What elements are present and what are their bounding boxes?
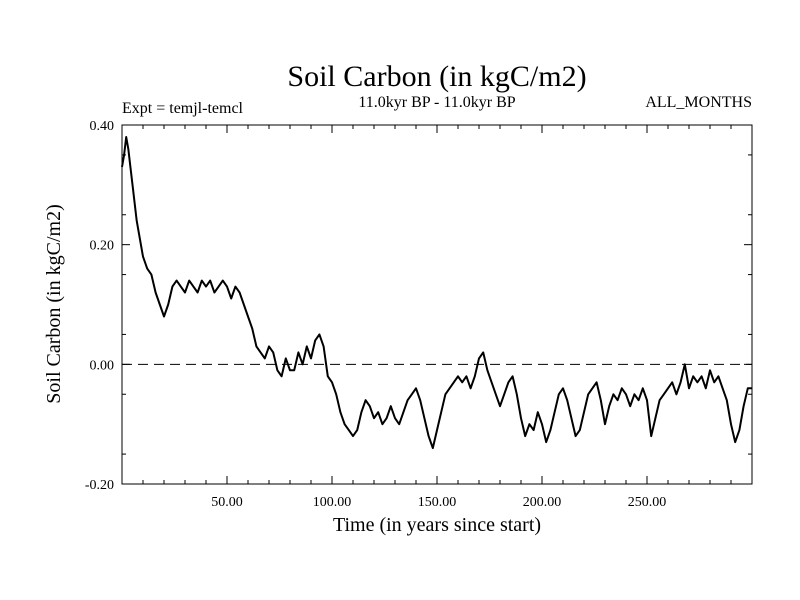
x-tick-label: 100.00 — [313, 495, 352, 510]
series-line-0 — [121, 136, 752, 450]
y-tick-label: 0.20 — [90, 239, 115, 254]
chart-subtitle-center: 11.0kyr BP - 11.0kyr BP — [358, 94, 515, 111]
y-tick-label: 0.00 — [90, 358, 115, 373]
x-tick-label: 50.00 — [211, 495, 243, 510]
chart-title: Soil Carbon (in kgC/m2) — [287, 60, 586, 93]
chart-subtitle-left: Expt = temjl-temcl — [122, 100, 244, 117]
x-axis-label: Time (in years since start) — [333, 514, 541, 536]
y-tick-label: 0.40 — [90, 119, 115, 134]
chart-subtitle-right: ALL_MONTHS — [645, 94, 752, 111]
y-axis-label: Soil Carbon (in kgC/m2) — [43, 204, 65, 403]
plot-area: 50.00 100.00 150.00 200.00 250.00 -0.20 0.00 0.… — [85, 119, 753, 510]
x-tick-label: 250.00 — [628, 495, 667, 510]
x-tick-label: 150.00 — [418, 495, 457, 510]
y-tick-label: -0.20 — [85, 478, 114, 493]
x-tick-label: 200.00 — [523, 495, 562, 510]
